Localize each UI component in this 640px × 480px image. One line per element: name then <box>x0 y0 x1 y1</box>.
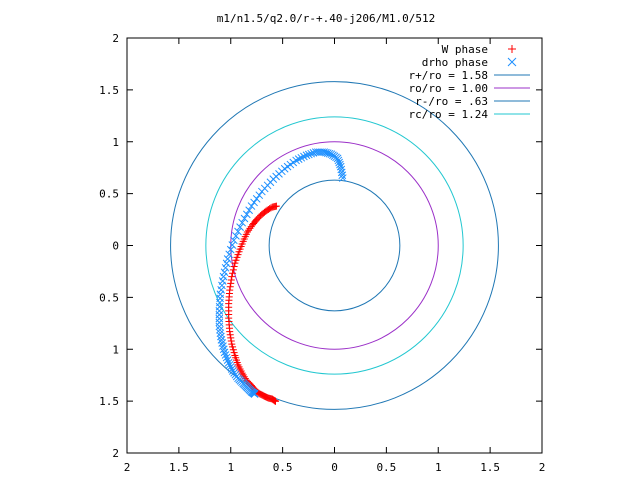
point-1-11 <box>240 202 256 223</box>
y-tick-label-1: 1.5 <box>99 395 119 408</box>
point-0-7 <box>236 237 247 253</box>
point-0-14 <box>226 328 235 345</box>
point-1-7 <box>283 156 300 171</box>
legend-label-5: rc/ro = 1.24 <box>409 108 489 121</box>
circle-1 <box>230 141 439 350</box>
legend-label-2: r+/ro = 1.58 <box>409 69 488 82</box>
point-1-9 <box>260 175 278 193</box>
point-1-1 <box>334 156 345 171</box>
x-tick-label-3: 0.5 <box>273 461 293 474</box>
y-tick-label-4: 0 <box>112 240 119 253</box>
circle-0 <box>170 81 499 410</box>
x-tick-label-8: 2 <box>539 461 546 474</box>
circle-2 <box>268 179 401 312</box>
legend-label-0: W phase <box>442 43 488 56</box>
x-tick-label-2: 1 <box>227 461 234 474</box>
y-tick-label-6: 1 <box>112 136 119 149</box>
y-tick-label-3: 0.5 <box>99 291 119 304</box>
x-tick-label-7: 1.5 <box>480 461 500 474</box>
point-1-14 <box>220 255 232 277</box>
circle-3 <box>205 116 464 375</box>
point-0-5 <box>245 221 257 234</box>
point-0-12 <box>225 300 233 318</box>
chart-title: m1/n1.5/q2.0/r-+.40-j206/M1.0/512 <box>217 12 436 25</box>
point-1-13 <box>225 236 238 259</box>
point-1-20 <box>220 348 232 364</box>
y-tick-label-2: 1 <box>112 343 119 356</box>
x-tick-label-6: 1 <box>435 461 442 474</box>
y-tick-label-0: 2 <box>112 447 119 460</box>
x-tick-label-1: 1.5 <box>169 461 189 474</box>
x-tick-label-5: 0.5 <box>376 461 396 474</box>
point-0-15 <box>228 340 238 357</box>
legend-swatch-1 <box>507 57 517 67</box>
point-0-16 <box>231 351 241 366</box>
point-0-6 <box>240 228 251 243</box>
legend-label-1: drho phase <box>422 56 488 69</box>
point-1-12 <box>232 218 247 240</box>
point-1-3 <box>322 148 336 159</box>
point-0-8 <box>232 248 243 264</box>
y-tick-label-7: 1.5 <box>99 84 119 97</box>
point-1-18 <box>215 322 225 341</box>
x-tick-label-4: 0 <box>331 461 338 474</box>
y-tick-label-5: 0.5 <box>99 188 119 201</box>
axis-ticks: 2 1.5 1 0.5 0 0.5 1 1.5 221.510.500.511.52 <box>99 32 545 474</box>
point-1-19 <box>217 336 228 354</box>
y-tick-label-8: 2 <box>112 32 119 45</box>
reference-circles <box>170 81 499 410</box>
legend-label-3: ro/ro = 1.00 <box>409 82 488 95</box>
series-1 <box>215 148 347 398</box>
point-0-10 <box>226 273 236 291</box>
point-1-15 <box>217 272 228 294</box>
point-0-26 <box>271 397 279 405</box>
data-series <box>215 148 347 405</box>
legend-label-4: r-/ro = .63 <box>415 95 488 108</box>
x-tick-label-0: 2 <box>124 461 131 474</box>
point-1-17 <box>215 307 224 327</box>
point-1-6 <box>294 151 311 163</box>
series-0 <box>225 202 280 405</box>
point-0-9 <box>229 259 239 277</box>
point-1-21 <box>224 358 236 373</box>
point-1-27 <box>250 390 259 398</box>
point-0-17 <box>234 361 245 375</box>
point-1-4 <box>314 148 328 156</box>
point-1-10 <box>250 187 266 207</box>
legend-swatch-0 <box>508 45 516 53</box>
point-0-11 <box>225 286 234 304</box>
point-1-5 <box>304 148 320 159</box>
point-0-25 <box>268 395 279 405</box>
point-1-2 <box>329 151 342 163</box>
